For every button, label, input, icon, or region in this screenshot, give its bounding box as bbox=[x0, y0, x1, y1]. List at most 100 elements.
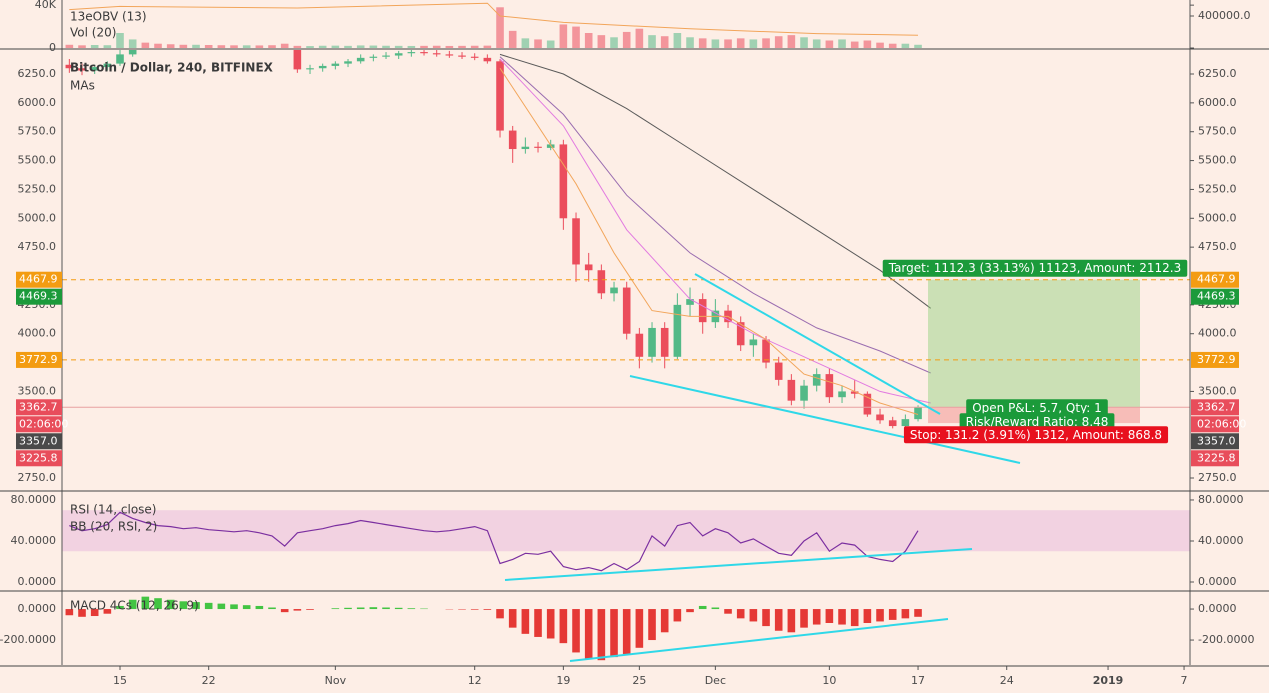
candle-body bbox=[382, 55, 390, 57]
candle-body bbox=[103, 63, 112, 68]
volume-bar bbox=[496, 7, 504, 49]
price-label: 3772.9 bbox=[19, 353, 58, 366]
price-label: 3357.0 bbox=[1197, 434, 1236, 447]
volume-bar bbox=[800, 37, 808, 48]
volume-bar bbox=[622, 31, 631, 48]
macd-bar bbox=[255, 605, 264, 610]
volume-bar bbox=[584, 33, 593, 48]
macd-bar bbox=[597, 609, 606, 661]
volume-bar bbox=[204, 45, 213, 48]
macd-bar bbox=[648, 609, 656, 641]
macd-bar bbox=[660, 609, 669, 633]
macd-bar bbox=[280, 609, 289, 613]
volume-bar bbox=[116, 33, 124, 48]
macd-bar bbox=[394, 607, 403, 610]
price-label-box bbox=[1191, 399, 1239, 416]
pnl-label-box bbox=[966, 399, 1108, 417]
candles bbox=[65, 50, 932, 429]
pnl-label: Open P&L: 5.7, Qty: 1 bbox=[966, 399, 1108, 417]
candle-body bbox=[369, 56, 378, 58]
candle-body bbox=[736, 322, 745, 346]
volume-bar bbox=[876, 42, 884, 48]
target-label: Target: 1112.3 (33.13%) 11123, Amount: 2… bbox=[882, 259, 1188, 277]
stop-label: Stop: 131.2 (3.91%) 1312, Amount: 868.8 bbox=[903, 426, 1169, 444]
candle-body bbox=[78, 68, 86, 71]
macd-bar bbox=[673, 609, 682, 622]
candle-body bbox=[496, 61, 504, 131]
volume-bar bbox=[888, 43, 897, 48]
chart-title: Bitcoin / Dollar, 240, BITFINEX bbox=[70, 61, 274, 75]
candle-body bbox=[838, 391, 846, 398]
volume-bar bbox=[825, 40, 834, 48]
macd-bar bbox=[901, 609, 910, 619]
macd-bar bbox=[268, 607, 276, 610]
candle-body bbox=[458, 55, 466, 57]
macd-bar bbox=[179, 601, 188, 610]
indicator-label: MACD 4Cs (12, 26, 9) bbox=[70, 599, 199, 613]
y-tick-label: -200.0000 bbox=[1198, 633, 1254, 646]
volume-bar bbox=[141, 42, 150, 48]
price-label: 3772.9 bbox=[1197, 353, 1236, 366]
macd-bar bbox=[724, 609, 732, 614]
macd-bar bbox=[876, 609, 884, 622]
macd-bar bbox=[800, 609, 808, 628]
candle-body bbox=[673, 304, 682, 357]
volume-bar bbox=[331, 45, 340, 48]
price-label: 3362.7 bbox=[19, 400, 58, 413]
volume-bar bbox=[65, 44, 74, 48]
volume-bar bbox=[280, 43, 289, 48]
macd-bar bbox=[470, 609, 479, 610]
volume-bar bbox=[179, 44, 188, 48]
indicator-label: Vol (20) bbox=[70, 26, 116, 40]
candle-body bbox=[521, 146, 530, 150]
macd-bar bbox=[863, 609, 872, 623]
candle-body bbox=[660, 327, 669, 357]
y-tick-label: 40.0000 bbox=[11, 534, 57, 547]
y-tick-label: 2750.0 bbox=[18, 471, 57, 484]
candle-body bbox=[787, 379, 796, 401]
moving-average bbox=[499, 53, 932, 309]
candle-body bbox=[546, 144, 555, 148]
volume-bar bbox=[914, 44, 922, 48]
macd-bar bbox=[356, 607, 365, 610]
price-label: 3362.7 bbox=[1197, 400, 1236, 413]
price-label: 3357.0 bbox=[19, 434, 58, 447]
target-label-text: Target: 1112.3 (33.13%) 11123, Amount: 2… bbox=[888, 261, 1182, 275]
macd-bar bbox=[711, 607, 720, 610]
macd-bar bbox=[483, 609, 492, 610]
candle-body bbox=[749, 339, 758, 346]
rsi-band bbox=[62, 510, 1190, 552]
macd-bar bbox=[90, 609, 99, 617]
price-label: 3225.8 bbox=[1197, 451, 1236, 464]
x-tick-label: 19 bbox=[556, 674, 570, 687]
volume-bar bbox=[850, 41, 859, 48]
x-tick-label: 12 bbox=[468, 674, 482, 687]
y-tick-label: 5500.0 bbox=[18, 154, 57, 167]
y-tick-label: 6250.0 bbox=[1198, 67, 1237, 80]
price-label: 4469.3 bbox=[1197, 290, 1236, 303]
y-tick-label: 5250.0 bbox=[18, 182, 57, 195]
y-tick-label: 0.0000 bbox=[18, 602, 57, 615]
price-label-box bbox=[16, 399, 62, 416]
trend-line bbox=[629, 375, 1021, 464]
candle-body bbox=[432, 53, 441, 55]
candle-body bbox=[914, 407, 922, 420]
macd-bar bbox=[166, 599, 175, 610]
x-tick-label: 24 bbox=[1000, 674, 1014, 687]
candle-body bbox=[559, 144, 568, 219]
rr-label-box bbox=[959, 413, 1115, 431]
volume-bar bbox=[521, 38, 530, 48]
macd-bar bbox=[698, 605, 707, 610]
candle-body bbox=[901, 419, 910, 427]
pnl-label-text: Open P&L: 5.7, Qty: 1 bbox=[972, 401, 1102, 415]
price-label: 4469.3 bbox=[19, 290, 58, 303]
volume-bar bbox=[749, 39, 758, 48]
y-tick-label: 40.0000 bbox=[1198, 534, 1244, 547]
candle-body bbox=[394, 53, 403, 56]
candle-body bbox=[635, 333, 644, 357]
macd-bar bbox=[787, 609, 796, 633]
y-tick-label: 3500.0 bbox=[18, 384, 57, 397]
y-tick-label: 5000.0 bbox=[18, 211, 57, 224]
macd-bar bbox=[888, 609, 897, 620]
